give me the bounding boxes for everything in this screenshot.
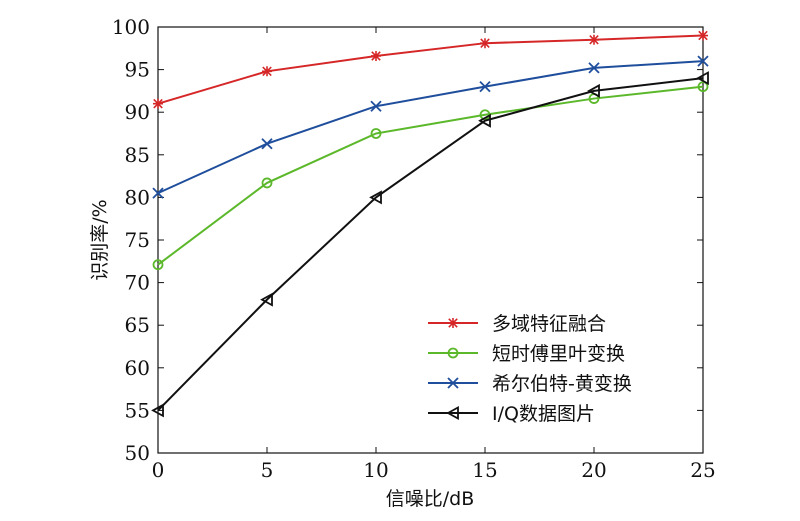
x-tick-label: 25 — [690, 458, 715, 482]
data-point — [697, 55, 709, 67]
y-tick-label: 85 — [125, 143, 150, 167]
data-point — [480, 38, 490, 49]
data-point — [479, 81, 491, 93]
series-line — [157, 34, 704, 105]
y-tick-label: 90 — [125, 100, 150, 124]
series-layer — [151, 30, 709, 418]
legend-marker — [448, 318, 458, 328]
legend-item: 短时傅里叶变换 — [428, 343, 625, 365]
star-marker-strokes — [262, 66, 272, 77]
legend-marker — [447, 347, 459, 359]
x-marker-strokes — [588, 62, 600, 74]
legend-label: 短时傅里叶变换 — [492, 343, 625, 365]
data-point — [370, 100, 382, 112]
legend-marker — [446, 405, 459, 421]
series-3 — [152, 55, 709, 199]
data-point — [262, 66, 272, 77]
x-marker-strokes — [447, 377, 459, 389]
x-marker-strokes — [479, 81, 491, 93]
star-marker-strokes — [698, 30, 708, 41]
x-tick-label: 15 — [472, 458, 497, 482]
legend-item: I/Q数据图片 — [428, 403, 595, 425]
data-point — [261, 138, 273, 150]
star-marker-strokes — [448, 318, 458, 328]
y-tick-label: 100 — [112, 15, 150, 39]
axis-ticks: 0 5 10 15 20 25 50 55 60 65 70 75 80 85 90 95 100 — [112, 15, 716, 482]
data-point — [589, 34, 599, 45]
x-marker-strokes — [152, 187, 164, 199]
y-tick-label: 80 — [125, 185, 150, 209]
data-point — [587, 83, 600, 98]
x-marker-strokes — [261, 138, 273, 150]
y-tick-label: 95 — [125, 58, 150, 82]
data-point — [369, 190, 382, 205]
x-axis-title: 信噪比/dB — [386, 488, 475, 510]
data-point — [152, 187, 164, 199]
series-line — [157, 77, 704, 412]
y-tick-label: 50 — [125, 441, 150, 465]
x-marker-strokes — [697, 55, 709, 67]
x-tick-label: 20 — [581, 458, 606, 482]
data-point — [151, 403, 164, 418]
star-marker-strokes — [371, 50, 381, 61]
legend-label: 希尔伯特-黄变换 — [492, 373, 632, 395]
series-line — [157, 85, 704, 266]
legend-item: 多域特征融合 — [428, 313, 606, 335]
x-tick-label: 0 — [152, 458, 165, 482]
y-tick-label: 55 — [125, 398, 150, 422]
legend-item: 希尔伯特-黄变换 — [428, 373, 632, 395]
data-point — [478, 113, 491, 128]
data-point — [588, 62, 600, 74]
data-point — [697, 81, 709, 93]
data-point — [261, 177, 273, 189]
y-tick-label: 75 — [125, 228, 150, 252]
star-marker-strokes — [153, 98, 163, 109]
legend-label: 多域特征融合 — [492, 313, 606, 335]
star-marker-strokes — [589, 34, 599, 45]
data-point — [371, 50, 381, 61]
data-point — [370, 128, 382, 139]
x-tick-label: 10 — [363, 458, 388, 482]
series-2 — [152, 81, 709, 271]
legend-label: I/Q数据图片 — [492, 403, 595, 425]
star-marker-strokes — [480, 38, 490, 49]
data-point — [696, 71, 709, 86]
series-line — [157, 60, 704, 195]
data-point — [260, 292, 273, 307]
y-tick-label: 60 — [125, 356, 150, 380]
data-point — [698, 30, 708, 41]
x-tick-label: 5 — [261, 458, 274, 482]
data-point — [153, 98, 163, 109]
y-tick-label: 65 — [125, 313, 150, 337]
series-4 — [151, 71, 709, 418]
legend-marker — [447, 377, 459, 389]
data-point — [152, 259, 164, 271]
series-1 — [153, 30, 708, 109]
y-tick-label: 70 — [125, 271, 150, 295]
y-axis-title: 识别率/% — [89, 199, 111, 280]
x-marker-strokes — [370, 100, 382, 112]
